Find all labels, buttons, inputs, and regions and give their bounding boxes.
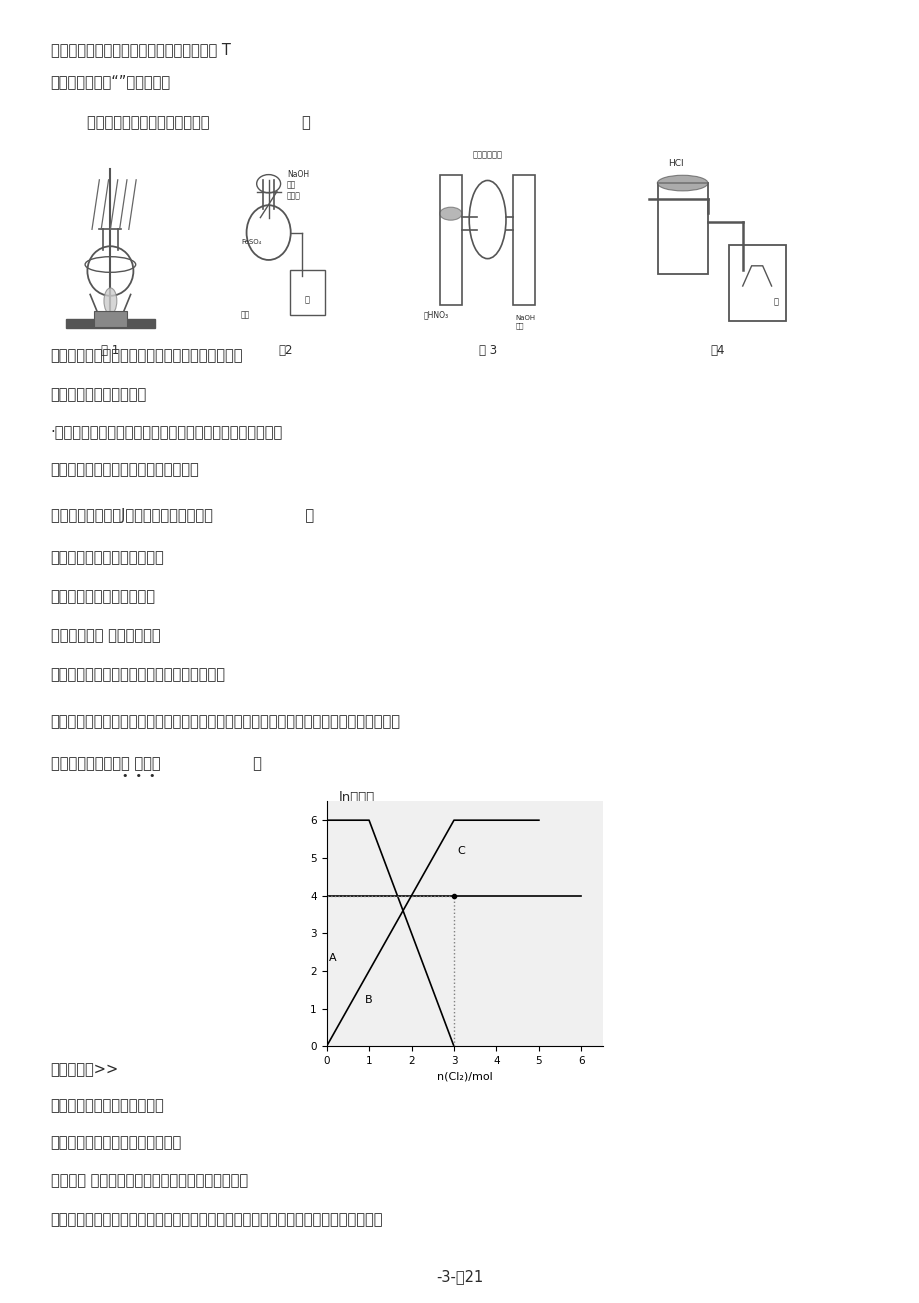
Ellipse shape (656, 175, 708, 190)
Bar (439, 175, 461, 305)
Text: 图 1: 图 1 (101, 344, 119, 357)
Text: ．已知反应：（）J，下列说法正确的是（                    ）: ．已知反应：（）J，下列说法正确的是（ ） (51, 508, 313, 524)
Text: ．利用图装置可制备（）: ．利用图装置可制备（） (51, 387, 147, 403)
Text: 图 3: 图 3 (478, 344, 496, 357)
Text: 稀HNO₃: 稀HNO₃ (423, 311, 448, 319)
Text: 水: 水 (304, 296, 310, 304)
Text: ．（）作氧化剂，（）中的铜和碘元素被还原: ．（）作氧化剂，（）中的铜和碘元素被还原 (51, 667, 225, 683)
Bar (657, 184, 708, 275)
Text: ．实验室利用废弃电池的铜帽（主要成分为和）回收并制备的部分实验过程如图所示：: ．实验室利用废弃电池的铜帽（主要成分为和）回收并制备的部分实验过程如图所示： (51, 1212, 382, 1227)
Text: ．还原性：>>: ．还原性：>> (51, 1062, 119, 1078)
Text: ．原溶液中：（）；（一）；「）: ．原溶液中：（）；（一）；「） (51, 1135, 182, 1151)
Text: ．每生成，有 发生氧化反应: ．每生成，有 发生氧化反应 (51, 628, 160, 644)
Bar (289, 270, 324, 315)
Text: 水: 水 (773, 298, 778, 306)
Text: FeSO₄: FeSO₄ (241, 238, 261, 245)
Text: 鑃粉: 鑃粉 (241, 311, 250, 319)
Text: 稀硫酸: 稀硫酸 (287, 192, 301, 201)
Bar (728, 245, 785, 321)
Text: 图2: 图2 (278, 344, 292, 357)
Text: B: B (365, 995, 372, 1005)
Text: ．用图装置将氯化鐵溶液直接蒸干得到氯化鐵固体: ．用图装置将氯化鐵溶液直接蒸干得到氯化鐵固体 (51, 348, 243, 364)
Text: HCl: HCl (668, 159, 683, 168)
Text: ．与稀硕酸反应，当（）；（）；时，一一 T: ．与稀硕酸反应，当（）；（）；时，一一 T (51, 42, 231, 57)
Bar (513, 175, 535, 305)
Text: 图4: 图4 (709, 344, 724, 357)
X-axis label: n(Cl₂)/mol: n(Cl₂)/mol (437, 1071, 492, 1081)
Text: ．抗是氧化产物又是还原产物: ．抗是氧化产物又是还原产物 (51, 550, 165, 566)
Text: ．少量的通入到“”消毒液中：: ．少量的通入到“”消毒液中： (51, 74, 171, 90)
Text: A: A (329, 954, 336, 963)
Ellipse shape (104, 288, 117, 314)
Text: ．原混合溶液中的物质的量为: ．原混合溶液中的物质的量为 (51, 1098, 165, 1114)
Ellipse shape (439, 207, 461, 220)
Text: NaOH
溶液: NaOH 溶液 (287, 171, 309, 189)
Bar (94, 311, 127, 327)
Text: ．已知：，一。向、的混合溶液中通入适量，溶液中某些离子的物质的量变化如下图所示。: ．已知：，一。向、的混合溶液中通入适量，溶液中某些离子的物质的量变化如下图所示。 (51, 714, 400, 730)
Text: ln（离子: ln（离子 (338, 791, 374, 804)
Text: 下列说法中，不正确 的是（                    ）: 下列说法中，不正确 的是（ ） (51, 756, 261, 771)
Text: ．每转移电子，有一被氧化: ．每转移电子，有一被氧化 (51, 589, 155, 605)
Text: ·图微热稿片剂，溶液中有气泡产生，广口瓶内始终保持无色: ·图微热稿片剂，溶液中有气泡产生，广口瓶内始终保持无色 (51, 425, 282, 440)
Text: 可抽动的铜丝: 可抽动的铜丝 (472, 150, 502, 159)
Text: ．利用图可收集氯化氨并进行尾气吸收: ．利用图可收集氯化氨并进行尾气吸收 (51, 463, 199, 478)
Text: -3-／21: -3-／21 (436, 1269, 483, 1285)
Text: ．当通入 时，溶液中已发生的离子反应可表示为：: ．当通入 时，溶液中已发生的离子反应可表示为： (51, 1173, 247, 1188)
Text: C: C (457, 846, 465, 856)
Text: NaOH
溶液: NaOH 溶液 (515, 315, 535, 328)
Bar (66, 319, 154, 328)
Text: •  •  •: • • • (122, 771, 155, 782)
Text: 卜列有关实验的叙述正确的是（                    ）: 卜列有关实验的叙述正确的是（ ） (87, 115, 311, 130)
